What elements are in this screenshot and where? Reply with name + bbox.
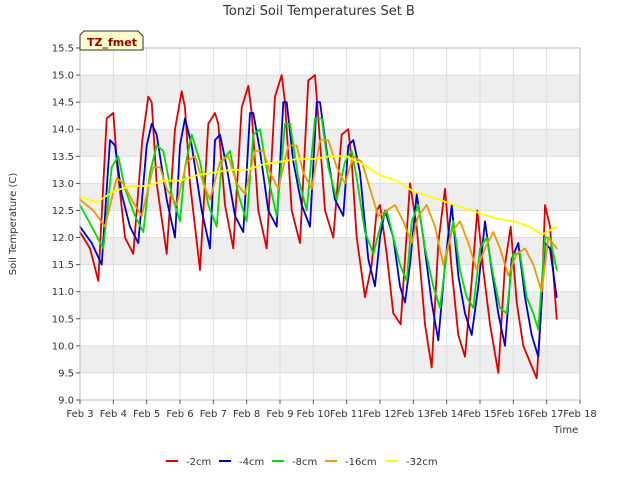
x-tick-label: Feb 15 — [463, 409, 497, 420]
plot-band — [80, 318, 580, 346]
x-tick-label: Feb 18 — [563, 409, 597, 420]
x-tick-label: Feb 13 — [397, 409, 431, 420]
plot-band — [80, 264, 580, 292]
x-tick-label: Feb 6 — [166, 409, 193, 420]
series-line-2cm — [79, 74, 558, 380]
x-tick-label: Feb 10 — [297, 409, 331, 420]
series-line-8cm — [79, 117, 558, 331]
chart-title: Tonzi Soil Temperatures Set B — [222, 4, 415, 19]
plot-band — [80, 372, 580, 400]
badge-label: TZ_fmet — [87, 36, 137, 49]
series-line-32cm — [79, 155, 558, 236]
x-tick-label: Feb 11 — [330, 409, 364, 420]
plot-band — [80, 345, 580, 373]
legend-label: -2cm — [186, 457, 211, 468]
plot-band — [80, 183, 580, 211]
legend-label: -16cm — [345, 457, 377, 468]
x-tick-label: Feb 9 — [266, 409, 293, 420]
legend-label: -4cm — [239, 457, 264, 468]
legend-label: -8cm — [292, 457, 317, 468]
series-line-16cm — [79, 139, 558, 293]
badge-shape — [79, 30, 144, 51]
plot-band — [80, 291, 580, 319]
plot-background — [80, 48, 580, 400]
x-tick-label: Feb 4 — [100, 409, 127, 420]
y-tick-label: 13.0 — [52, 179, 74, 190]
y-tick-label: 12.5 — [52, 206, 74, 217]
x-tick-label: Feb 14 — [430, 409, 464, 420]
x-tick-label: Feb 3 — [66, 409, 93, 420]
y-tick-label: 12.0 — [52, 233, 74, 244]
x-tick-label: Feb 7 — [200, 409, 227, 420]
y-tick-label: 10.0 — [52, 341, 74, 352]
station-badge: TZ_fmet — [79, 30, 144, 51]
y-tick-label: 11.5 — [52, 260, 74, 271]
y-tick-label: 11.0 — [52, 287, 74, 298]
x-tick-label: Feb 12 — [363, 409, 397, 420]
x-axis-ticks: Feb 3 Feb 4 Feb 5 Feb 6 Feb 7 Feb 8 Feb 9 Feb 1… — [66, 400, 597, 420]
x-tick-label: Feb 17 — [530, 409, 564, 420]
series-lines — [79, 74, 558, 380]
legend-label: -32cm — [406, 457, 438, 468]
plot-band — [80, 75, 580, 103]
plot-frame — [79, 47, 581, 401]
y-tick-label: 14.0 — [52, 125, 74, 136]
y-tick-label: 10.5 — [52, 314, 74, 325]
y-tick-label: 14.5 — [52, 98, 74, 109]
y-tick-label: 9.0 — [58, 396, 74, 407]
legend: -2cm -4cm -8cm -16cm -32cm — [166, 457, 438, 468]
x-tick-label: Feb 8 — [233, 409, 260, 420]
plot-band — [80, 48, 580, 76]
y-tick-label: 15.5 — [52, 44, 74, 55]
x-tick-label: Feb 16 — [497, 409, 531, 420]
x-tick-label: Feb 5 — [133, 409, 160, 420]
x-axis-label: Time — [553, 425, 578, 436]
y-axis-label: Soil Temperature (C) — [8, 173, 19, 276]
y-tick-label: 9.5 — [58, 368, 74, 379]
plot-band — [80, 102, 580, 130]
y-axis-ticks: 9.0 9.5 10.0 10.5 11.0 11.5 12.0 12.5 13.0 13.5 14… — [52, 44, 80, 407]
y-tick-label: 13.5 — [52, 152, 74, 163]
y-tick-label: 15.0 — [52, 71, 74, 82]
